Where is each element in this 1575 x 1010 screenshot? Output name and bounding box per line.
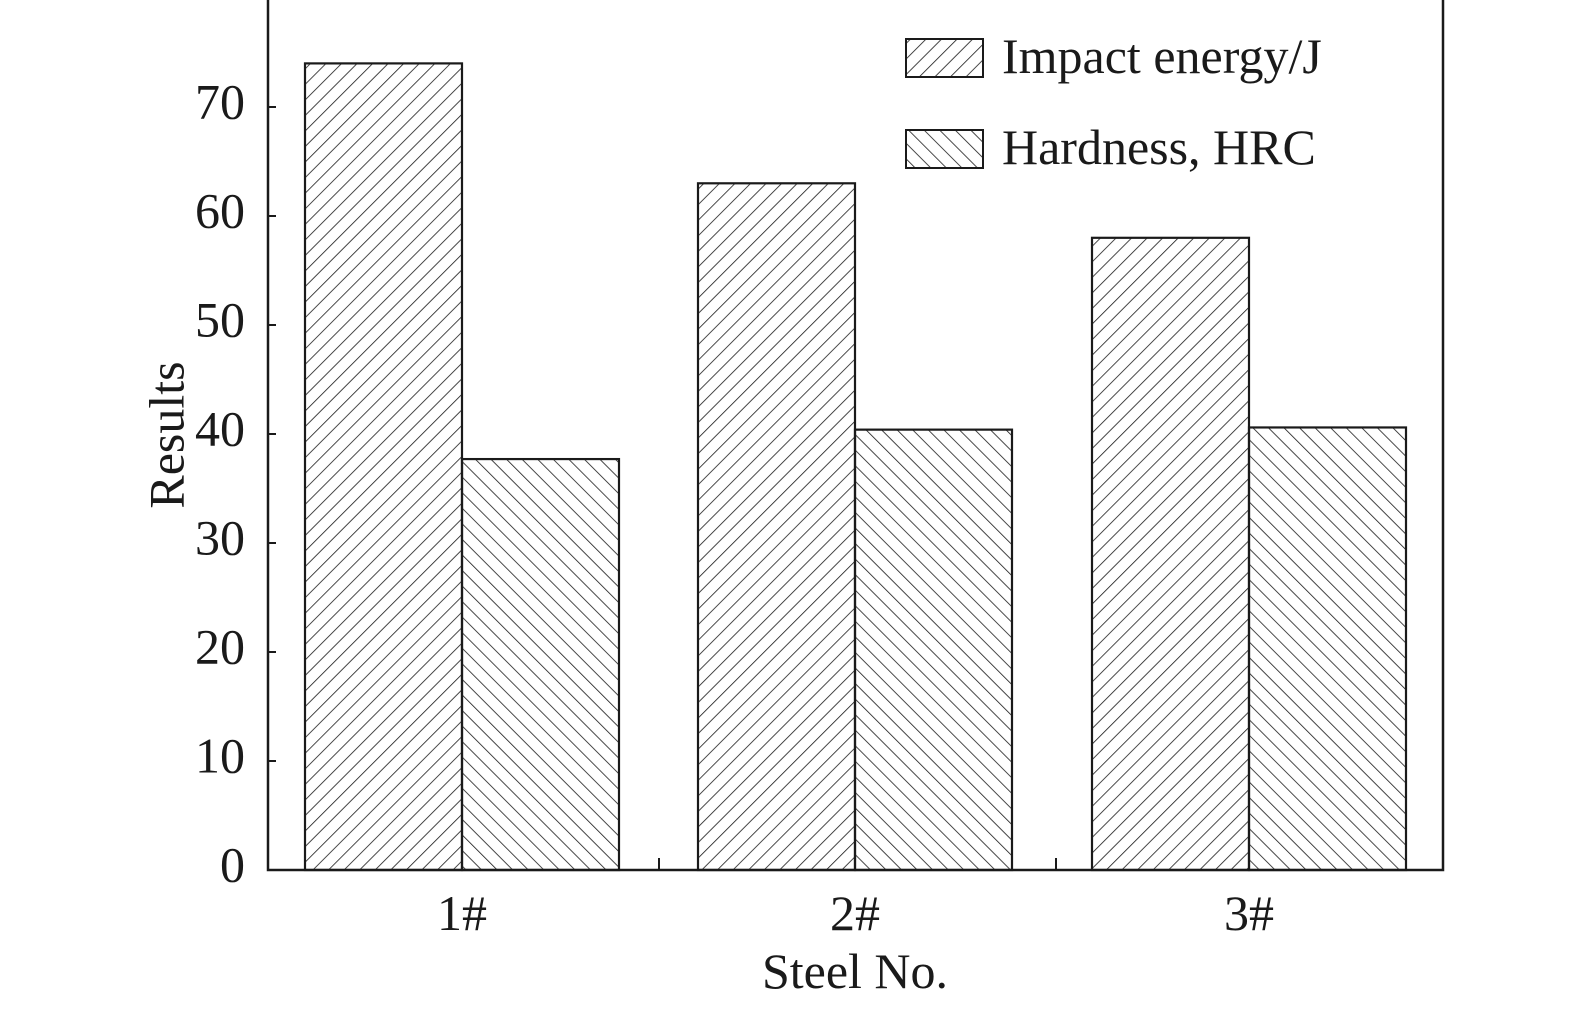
x-tick-label-3: 3# [1224,885,1274,941]
legend-item-hardness: Hardness, HRC [905,119,1316,175]
legend-swatch-impact-energy [905,38,984,78]
y-axis-title: Results [138,361,194,508]
y-tick-label: 10 [195,727,245,783]
y-tick-label: 70 [195,73,245,129]
legend-swatch-hardness [905,129,984,169]
x-axis-title: Steel No. [762,943,948,999]
bar-impact-energy-j-1 [303,62,464,872]
x-tick-label-2: 2# [830,885,880,941]
bars-layer [303,62,1408,872]
legend-item-impact-energy: Impact energy/J [905,28,1322,84]
bar-impact-energy-j-2 [696,182,857,872]
y-tick-label: 30 [195,509,245,565]
x-axis: 1# 2# 3# [437,858,1274,941]
y-tick-label: 50 [195,291,245,347]
bar-hardness-hrc-1 [460,457,621,872]
y-tick-label: 60 [195,182,245,238]
y-tick-label: 0 [220,836,245,892]
bar-impact-energy-j-3 [1090,236,1251,872]
legend: Impact energy/J Hardness, HRC [905,28,1322,175]
y-tick-label: 20 [195,618,245,674]
legend-label-hardness: Hardness, HRC [1002,119,1316,175]
x-tick-label-1: 1# [437,885,487,941]
y-axis: 0 10 20 30 40 50 60 70 [195,73,276,892]
y-tick-label: 40 [195,400,245,456]
bar-hardness-hrc-2 [853,428,1014,872]
bar-hardness-hrc-3 [1247,426,1408,872]
legend-label-impact-energy: Impact energy/J [1002,28,1322,84]
